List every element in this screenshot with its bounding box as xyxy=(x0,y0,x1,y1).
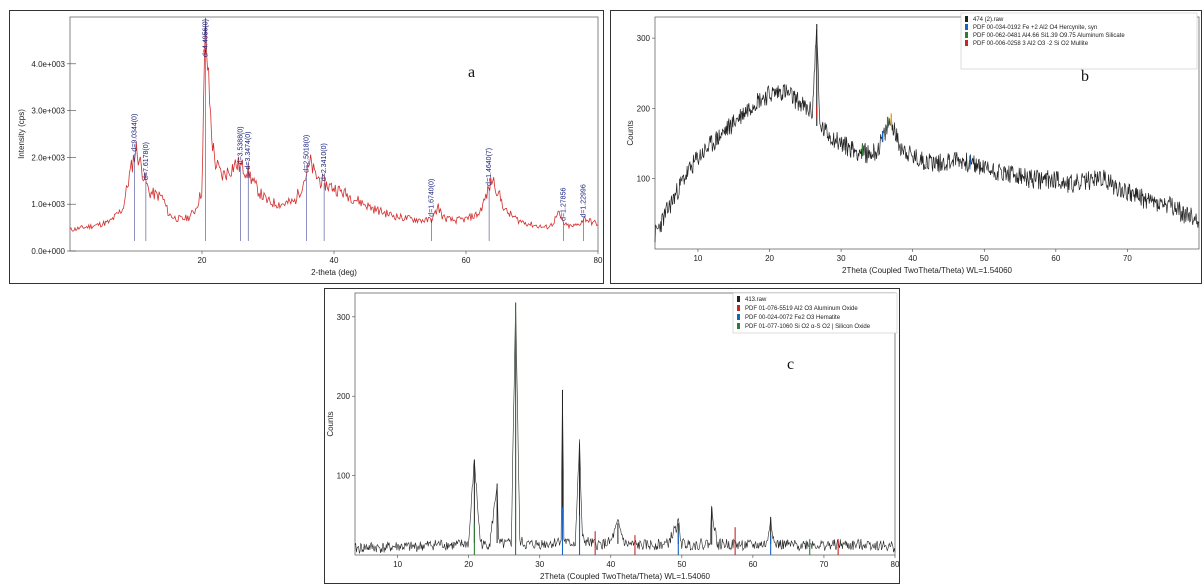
y-axis-label: Counts xyxy=(326,411,335,436)
x-tick-label: 70 xyxy=(1123,254,1132,263)
chart-panel-a: 20 40 60 80 0.0e+000 1.0e+003 2.0e+003 3.0e+003… xyxy=(9,10,604,284)
legend-swatch xyxy=(965,40,968,46)
legend-entry: PDF 00-062-0481 Al4.66 Si1.39 O9.75 Alum… xyxy=(973,33,1125,39)
x-tick-label: 30 xyxy=(535,560,544,569)
panel-label-a: a xyxy=(468,64,475,81)
series-line-474-2-raw xyxy=(654,29,1200,243)
legend-box xyxy=(732,292,898,334)
legend-entry: 474 (2).raw xyxy=(973,17,1004,23)
legend-swatch xyxy=(965,32,968,38)
legend-swatch xyxy=(737,314,740,320)
x-tick-label: 70 xyxy=(819,560,828,569)
series-line-413-raw xyxy=(354,304,896,555)
chart-panel-b: 10 20 30 40 50 60 70 100 200 300 2Theta (Coupled T… xyxy=(610,10,1202,284)
chart-a: 20 40 60 80 0.0e+000 1.0e+003 2.0e+003 3.0e+003… xyxy=(17,16,603,277)
legend-swatch xyxy=(965,24,968,30)
x-axis-label: 2Theta (Coupled TwoTheta/Theta) WL=1.540… xyxy=(842,266,1013,275)
y-tick-label: 100 xyxy=(637,175,651,184)
x-tick-label: 80 xyxy=(594,256,603,265)
y-axis-label: Counts xyxy=(626,120,635,145)
y-tick-label: 300 xyxy=(337,313,351,322)
x-tick-label: 20 xyxy=(765,254,774,263)
legend: 474 (2).raw PDF 00-034-0192 Fe +2 Al2 O4 … xyxy=(960,12,1198,70)
legend-swatch xyxy=(965,16,968,22)
y-tick-label: 200 xyxy=(337,392,351,401)
x-tick-label: 10 xyxy=(393,560,402,569)
x-axis-label: 2Theta (Coupled TwoTheta/Theta) WL=1.540… xyxy=(540,572,711,581)
chart-b: 10 20 30 40 50 60 70 100 200 300 2Theta (Coupled T… xyxy=(626,12,1200,275)
x-tick-label: 80 xyxy=(891,560,899,569)
peak-label: d=1.4640(7) xyxy=(486,148,493,186)
y-tick-label: 4.0e+003 xyxy=(31,60,65,69)
peak-label: d=2.3410(0) xyxy=(321,143,328,181)
x-tick-label: 50 xyxy=(980,254,989,263)
y-axis-label: Intensity (cps) xyxy=(17,109,26,159)
y-tick-label: 1.0e+003 xyxy=(31,200,65,209)
peak-label: d=4.4956(0) xyxy=(202,19,209,57)
x-tick-label: 40 xyxy=(330,256,339,265)
legend-swatch xyxy=(737,305,740,311)
peak-label: d=1.22996 xyxy=(580,184,587,217)
y-tick-label: 300 xyxy=(637,34,651,43)
chart-c: 10 20 30 40 50 60 70 80 100 200 300 2Theta (Coupled… xyxy=(326,292,899,581)
x-tick-label: 60 xyxy=(748,560,757,569)
plot-frame xyxy=(69,16,599,252)
x-tick-label: 50 xyxy=(677,560,686,569)
y-tick-label: 100 xyxy=(337,472,351,481)
peak-label: d=1.27856 xyxy=(561,188,568,221)
legend-swatch xyxy=(737,323,740,329)
legend-entry: PDF 00-006-0258 3 Al2 O3 ·2 Si O2 Mullit… xyxy=(973,41,1089,47)
legend-entry: 413.raw xyxy=(745,297,767,303)
series-line-a xyxy=(69,17,598,232)
plot-frame xyxy=(654,16,1200,250)
x-tick-label: 60 xyxy=(1051,254,1060,263)
legend-entry: PDF 00-034-0192 Fe +2 Al2 O4 Hercynite, … xyxy=(973,25,1097,31)
peak-label: d=1.6740(0) xyxy=(429,179,436,217)
x-tick-label: 20 xyxy=(464,560,473,569)
chart-panel-c: 10 20 30 40 50 60 70 80 100 200 300 2Theta (Coupled… xyxy=(324,288,900,584)
x-tick-label: 60 xyxy=(462,256,471,265)
y-tick-label: 200 xyxy=(637,104,651,113)
legend-box xyxy=(960,12,1198,70)
panel-label-c: c xyxy=(787,356,794,373)
peak-label: d=3.3474(0) xyxy=(245,131,252,169)
legend-entry: PDF 01-077-1060 Si O2 α-S O2 | Silicon O… xyxy=(745,324,871,330)
x-tick-label: 30 xyxy=(837,254,846,263)
y-tick-label: 0.0e+000 xyxy=(31,247,65,256)
panel-label-b: b xyxy=(1081,68,1089,85)
legend-entry: PDF 00-024-0072 Fe2 O3 Hematite xyxy=(745,315,841,321)
legend: 413.raw PDF 01-076-5519 Al2 O3 Aluminum O… xyxy=(732,292,898,334)
x-tick-label: 10 xyxy=(693,254,702,263)
peak-label: d=9.0344(0) xyxy=(132,114,139,152)
peak-label: d=3.5388(0) xyxy=(237,126,244,164)
legend-swatch xyxy=(737,296,740,302)
x-tick-label: 40 xyxy=(908,254,917,263)
peak-label: d=7.6178(0) xyxy=(143,142,150,180)
legend-entry: PDF 01-076-5519 Al2 O3 Aluminum Oxide xyxy=(745,306,858,312)
plot-frame xyxy=(354,292,896,556)
x-tick-label: 40 xyxy=(606,560,615,569)
y-tick-label: 2.0e+003 xyxy=(31,153,65,162)
peak-label: d=2.5018(0) xyxy=(303,135,310,173)
x-tick-label: 20 xyxy=(198,256,207,265)
x-axis-label: 2-theta (deg) xyxy=(311,268,357,277)
y-tick-label: 3.0e+003 xyxy=(31,107,65,116)
